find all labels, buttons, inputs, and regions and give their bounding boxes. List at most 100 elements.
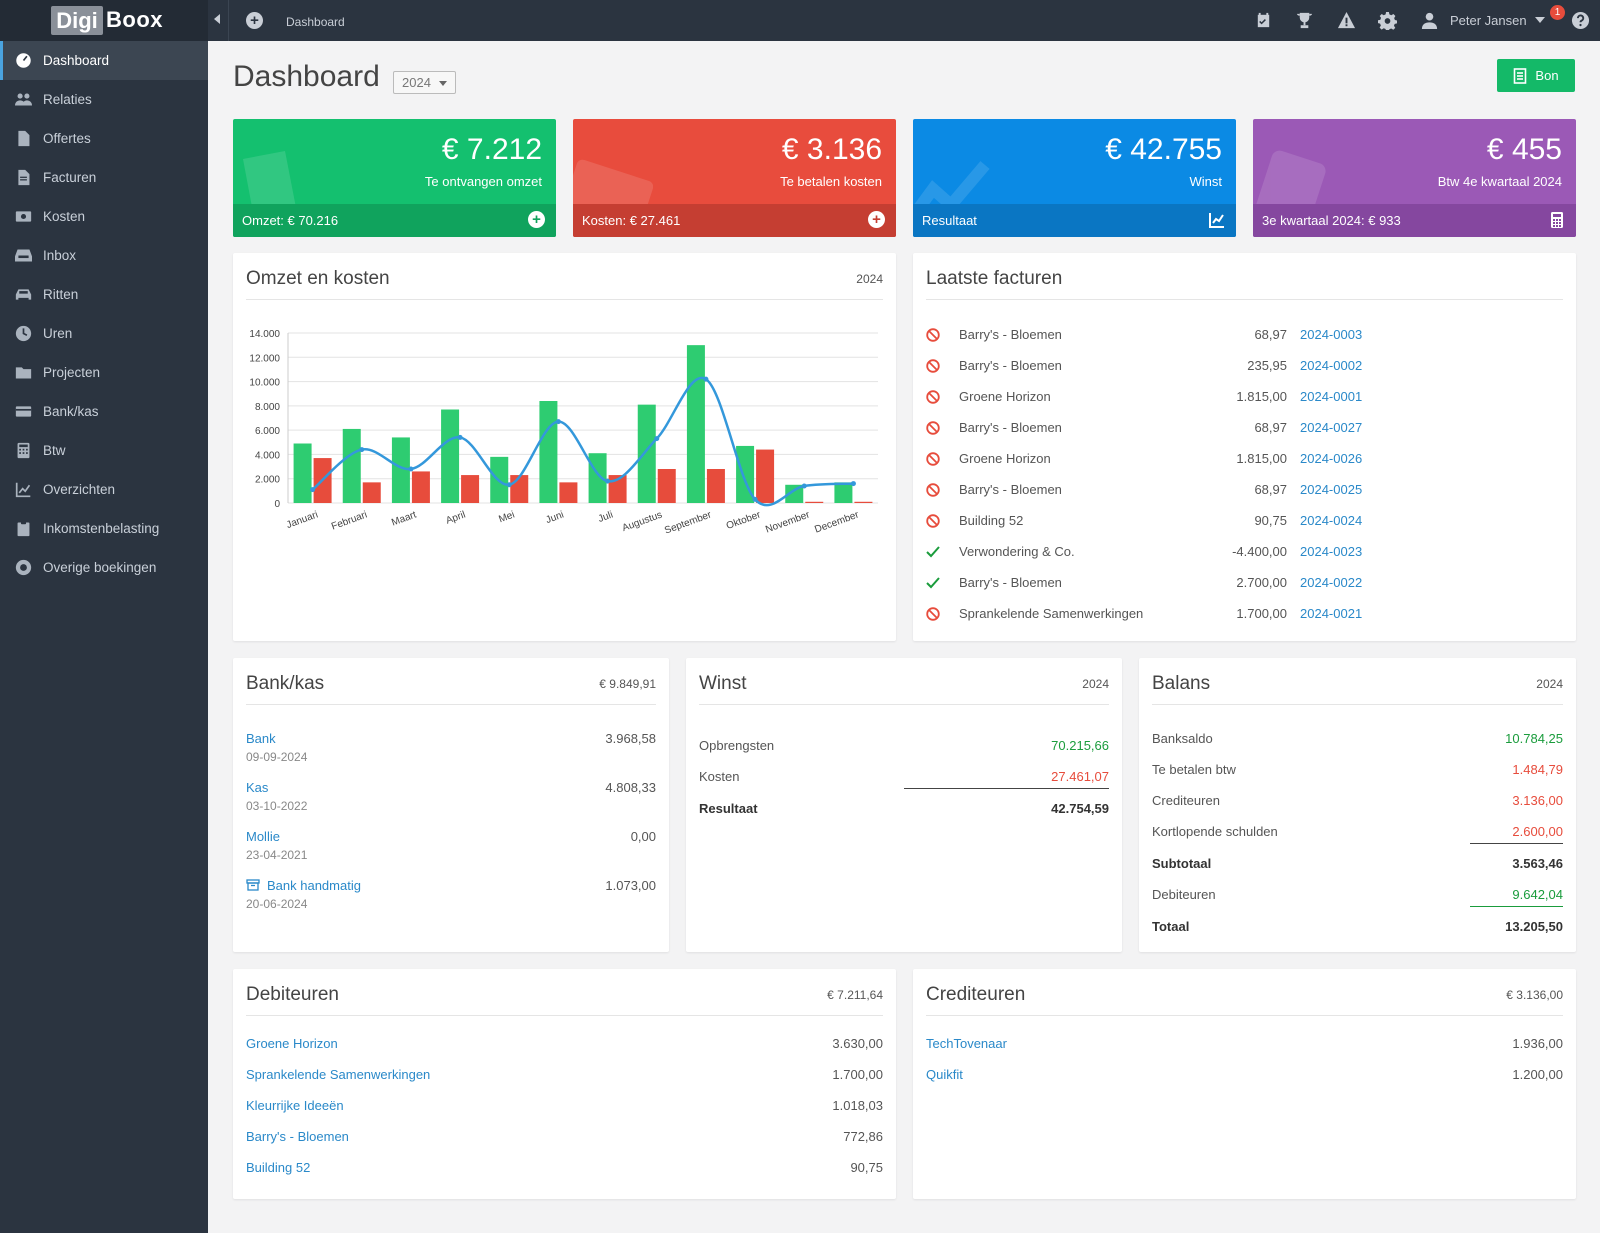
chevron-down-icon[interactable] <box>1535 17 1545 23</box>
gear-icon[interactable] <box>1378 11 1398 32</box>
invoice-number-link[interactable]: 2024-0002 <box>1300 358 1363 373</box>
row-label: Debiteuren <box>1152 887 1216 902</box>
stat-card-kosten[interactable]: € 3.136 Te betalen kosten Kosten: € 27.4… <box>573 119 896 237</box>
invoice-row[interactable]: Barry's - Bloemen 235,95 2024-0002 <box>926 358 1386 378</box>
clipboard-icon <box>13 520 33 537</box>
stat-label: Te ontvangen omzet <box>424 174 542 189</box>
stat-card-btw[interactable]: € 455 Btw 4e kwartaal 2024 3e kwartaal 2… <box>1253 119 1576 237</box>
sidebar-item-relaties[interactable]: Relaties <box>0 80 208 119</box>
ban-icon <box>926 607 940 621</box>
ban-icon <box>926 483 940 497</box>
trophy-icon[interactable] <box>1295 11 1315 31</box>
sidebar-item-dashboard[interactable]: Dashboard <box>0 41 208 80</box>
help-icon[interactable] <box>1571 11 1591 31</box>
add-circle-icon[interactable]: + <box>528 211 546 229</box>
invoice-number-link[interactable]: 2024-0027 <box>1300 420 1363 435</box>
panel-title: Crediteuren <box>926 984 1026 1005</box>
debiteuren-name-link[interactable]: Barry's - Bloemen <box>246 1129 349 1144</box>
row-label: Kosten <box>699 769 740 784</box>
sidebar-item-facturen[interactable]: Facturen <box>0 158 208 197</box>
chart-point <box>752 496 758 502</box>
sidebar-item-offertes[interactable]: Offertes <box>0 119 208 158</box>
stat-card-omzet[interactable]: € 7.212 Te ontvangen omzet Omzet: € 70.2… <box>233 119 556 237</box>
invoice-number-link[interactable]: 2024-0024 <box>1300 513 1363 528</box>
ban-icon <box>926 359 940 373</box>
ban-icon <box>926 421 940 435</box>
invoice-row[interactable]: Verwondering & Co. -4.400,00 2024-0023 <box>926 544 1386 564</box>
x-tick-label: April <box>445 509 468 526</box>
x-tick-label: Oktober <box>725 509 763 532</box>
invoice-row[interactable]: Barry's - Bloemen 2.700,00 2024-0022 <box>926 575 1386 595</box>
invoice-number-link[interactable]: 2024-0025 <box>1300 482 1363 497</box>
sidebar-item-bank-kas[interactable]: Bank/kas <box>0 392 208 431</box>
chart-bar <box>637 404 656 503</box>
invoice-number-link[interactable]: 2024-0001 <box>1300 389 1363 404</box>
invoice-number-link[interactable]: 2024-0003 <box>1300 327 1363 342</box>
y-tick-label: 12.000 <box>249 353 280 364</box>
invoice-row[interactable]: Sprankelende Samenwerkingen 1.700,00 2024-… <box>926 606 1386 626</box>
debiteuren-name-link[interactable]: Sprankelende Samenwerkingen <box>246 1067 431 1082</box>
debiteuren-name-link[interactable]: Groene Horizon <box>246 1036 338 1051</box>
sidebar-collapse-icon[interactable] <box>214 14 220 24</box>
crediteuren-name-link[interactable]: TechTovenaar <box>926 1036 1007 1051</box>
line-chart-icon <box>13 482 33 498</box>
user-icon[interactable] <box>1420 11 1440 31</box>
sidebar-item-uren[interactable]: Uren <box>0 314 208 353</box>
logo-box: Digi <box>51 6 103 35</box>
x-tick-label: Februari <box>330 509 369 532</box>
bank-account-link[interactable]: Kas <box>246 780 268 795</box>
sidebar-item-ritten[interactable]: Ritten <box>0 275 208 314</box>
sidebar-item-projecten[interactable]: Projecten <box>0 353 208 392</box>
line-chart-icon[interactable] <box>1208 211 1226 229</box>
calendar-icon[interactable] <box>1254 11 1274 31</box>
add-icon[interactable]: + <box>246 12 263 29</box>
bank-account-link[interactable]: Mollie <box>246 829 280 844</box>
invoice-row[interactable]: Groene Horizon 1.815,00 2024-0026 <box>926 451 1386 471</box>
year-select[interactable]: 2024 <box>393 71 456 94</box>
chart-point <box>555 419 561 425</box>
add-circle-icon[interactable]: + <box>868 211 886 229</box>
invoice-client: Barry's - Bloemen <box>959 420 1062 435</box>
bank-account-date: 23-04-2021 <box>246 848 308 862</box>
invoice-number-link[interactable]: 2024-0021 <box>1300 606 1363 621</box>
row-value: 9.642,04 <box>1512 887 1563 902</box>
breadcrumb[interactable]: Dashboard <box>286 15 345 29</box>
warning-icon[interactable] <box>1337 11 1357 31</box>
invoice-row[interactable]: Barry's - Bloemen 68,97 2024-0003 <box>926 327 1386 347</box>
bank-account-link[interactable]: Bank handmatig <box>246 878 361 893</box>
invoice-number-link[interactable]: 2024-0022 <box>1300 575 1363 590</box>
panel-title: Balans <box>1152 673 1211 694</box>
debiteuren-name-link[interactable]: Building 52 <box>246 1160 311 1175</box>
ban-icon <box>926 452 940 466</box>
crediteuren-name-link[interactable]: Quikfit <box>926 1067 963 1082</box>
bon-button[interactable]: Bon <box>1497 59 1575 92</box>
bank-account-row: Kas 4.808,33 03-10-2022 <box>246 780 656 820</box>
bank-account-link[interactable]: Bank <box>246 731 276 746</box>
sidebar-item-inkomstenbelasting[interactable]: Inkomstenbelasting <box>0 509 208 548</box>
invoice-number-link[interactable]: 2024-0026 <box>1300 451 1363 466</box>
stat-footer-text: Resultaat <box>922 213 977 228</box>
sidebar-item-btw[interactable]: Btw <box>0 431 208 470</box>
chart-point <box>359 447 365 453</box>
sidebar-item-overige-boekingen[interactable]: Overige boekingen <box>0 548 208 587</box>
chart-bar <box>834 482 853 503</box>
invoice-row[interactable]: Barry's - Bloemen 68,97 2024-0025 <box>926 482 1386 502</box>
lifebuoy-icon <box>13 559 33 576</box>
chart-point <box>801 483 807 489</box>
chart-point <box>310 487 316 493</box>
stat-card-winst[interactable]: € 42.755 Winst Resultaat <box>913 119 1236 237</box>
invoice-row[interactable]: Groene Horizon 1.815,00 2024-0001 <box>926 389 1386 409</box>
user-name[interactable]: Peter Jansen <box>1450 13 1527 28</box>
bank-account-name: Kas <box>246 780 269 795</box>
calculator-icon[interactable] <box>1548 211 1566 229</box>
sidebar: Digi Boox Dashboard Relaties Offertes Factu… <box>0 0 208 1233</box>
chart-bar <box>411 471 430 503</box>
debiteuren-name-link[interactable]: Kleurrijke Ideeën <box>246 1098 344 1113</box>
invoice-row[interactable]: Building 52 90,75 2024-0024 <box>926 513 1386 533</box>
chart-bar <box>461 475 480 503</box>
sidebar-item-overzichten[interactable]: Overzichten <box>0 470 208 509</box>
invoice-row[interactable]: Barry's - Bloemen 68,97 2024-0027 <box>926 420 1386 440</box>
sidebar-item-kosten[interactable]: Kosten <box>0 197 208 236</box>
sidebar-item-inbox[interactable]: Inbox <box>0 236 208 275</box>
invoice-number-link[interactable]: 2024-0023 <box>1300 544 1363 559</box>
